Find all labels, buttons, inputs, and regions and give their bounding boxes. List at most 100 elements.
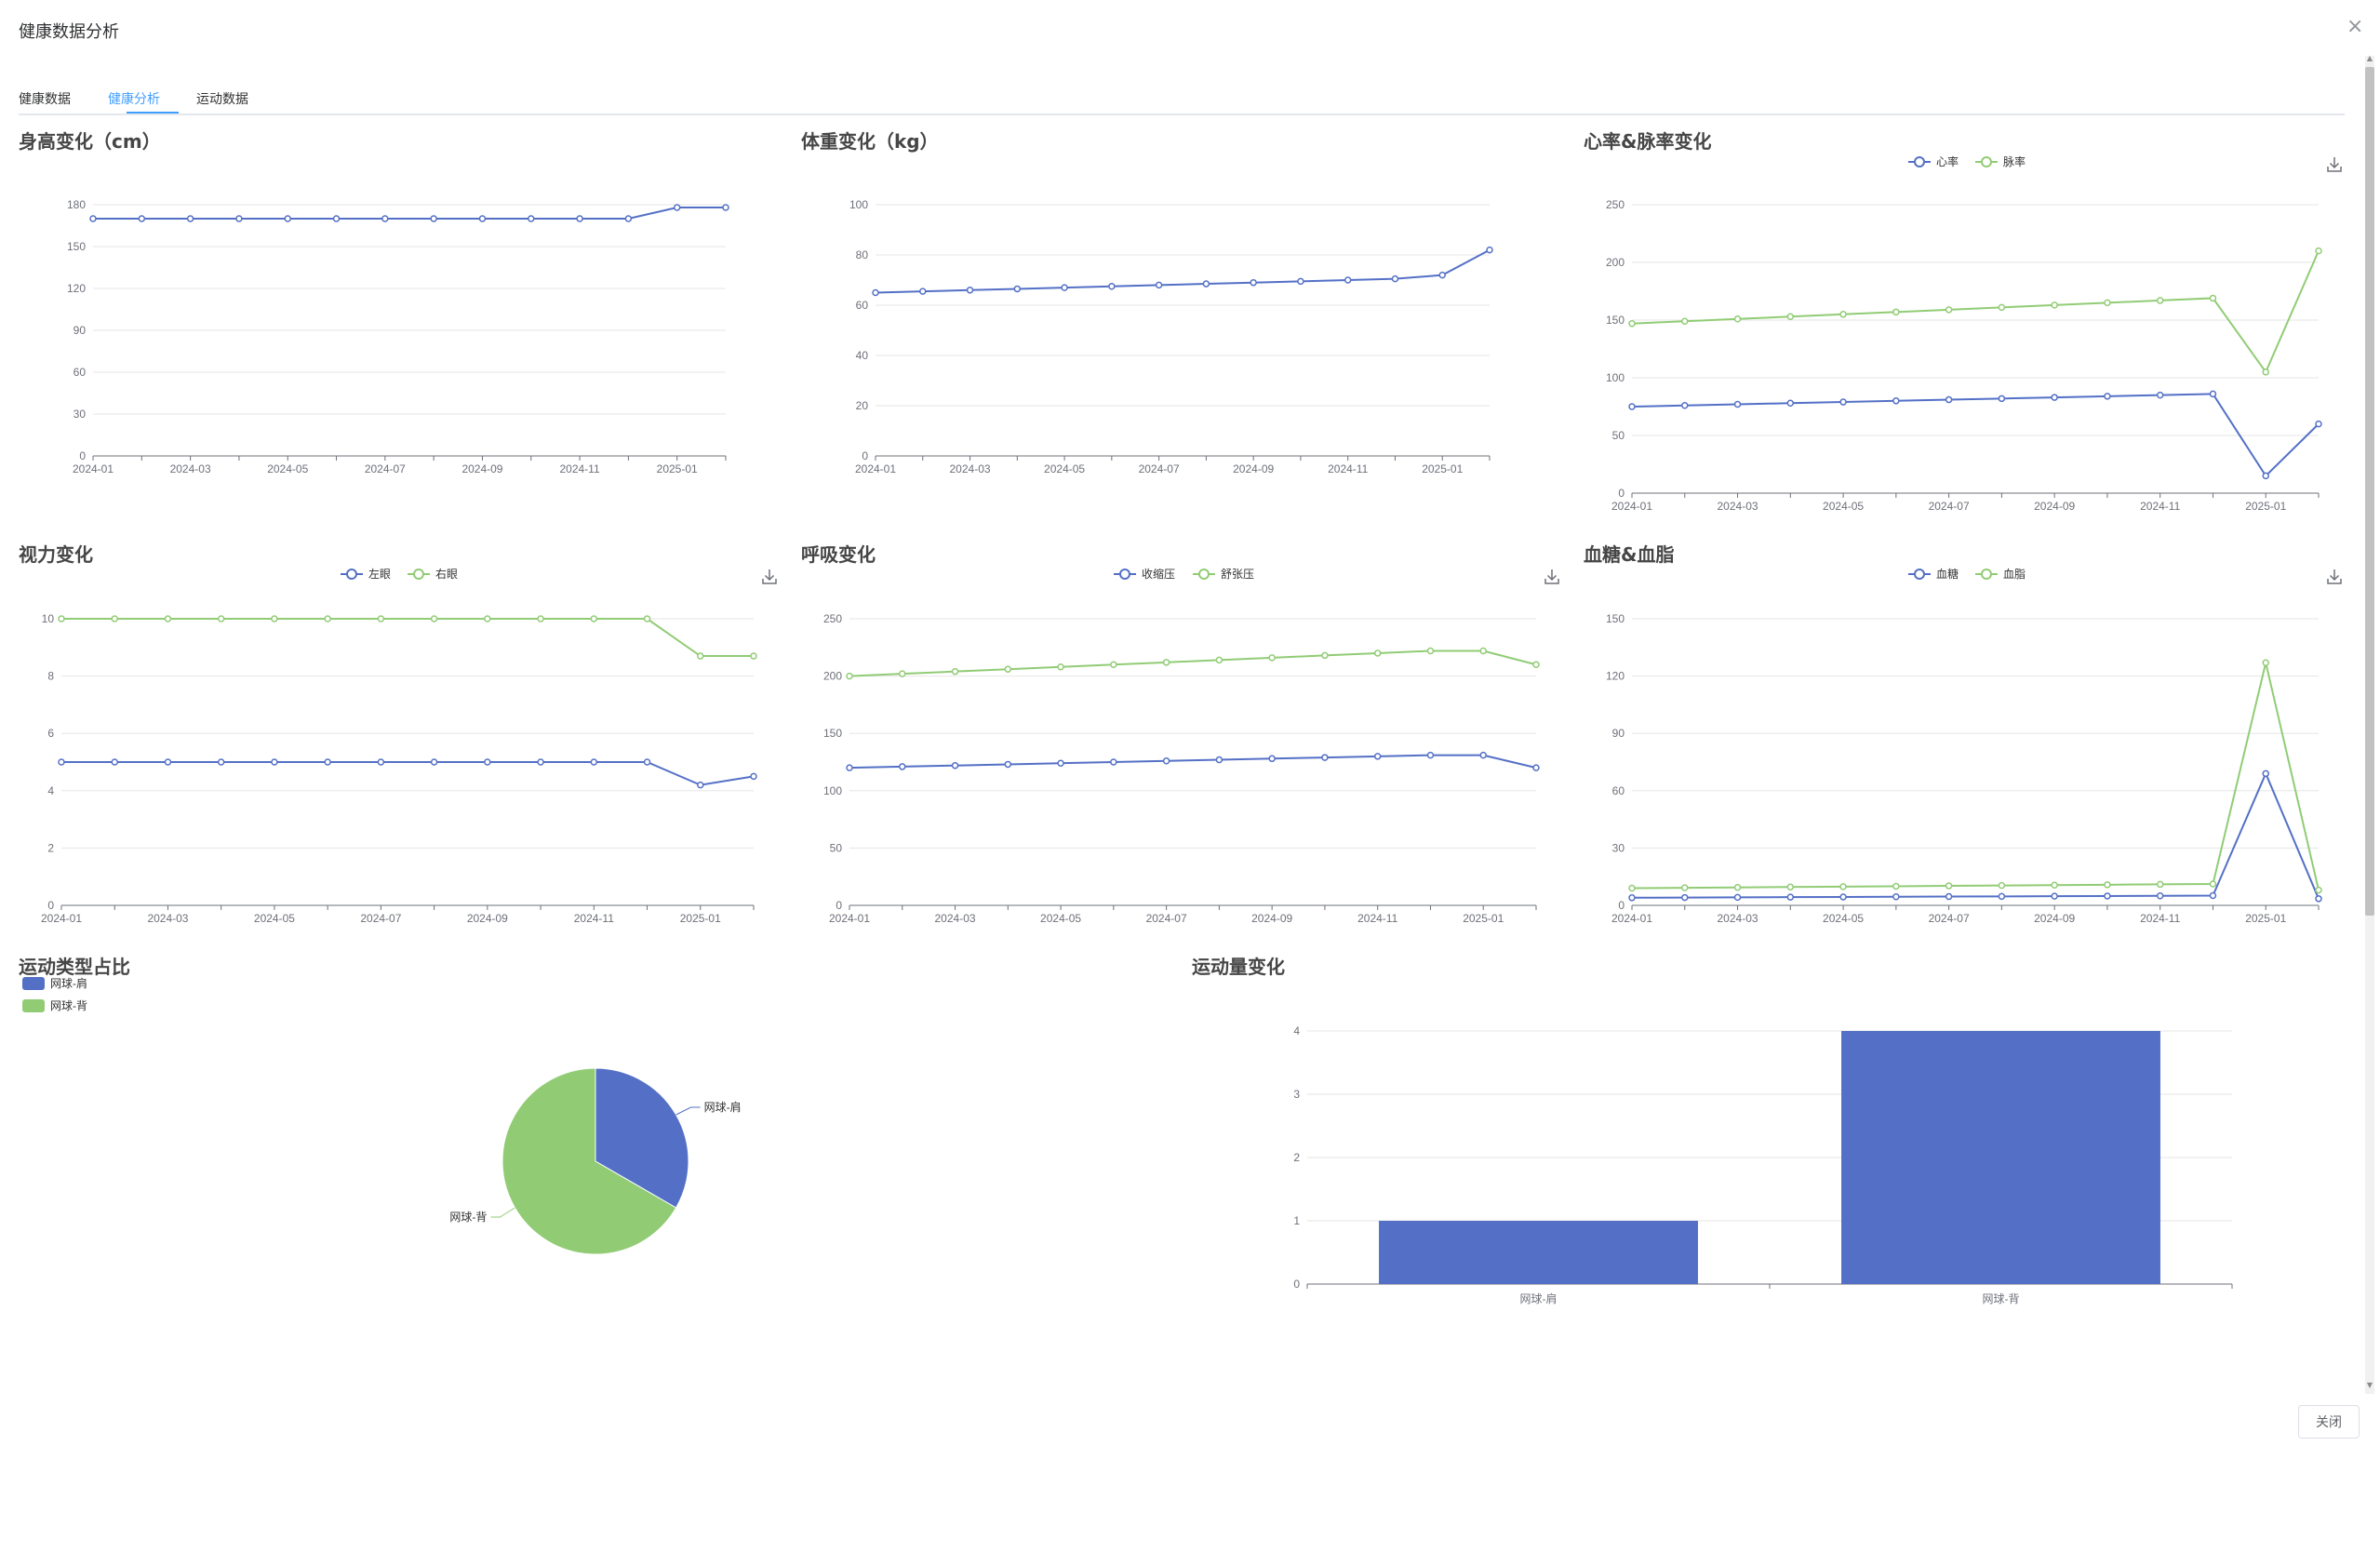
chart-title-sugar: 血糖&血脂 — [1584, 543, 1675, 566]
legend-label: 血脂 — [2003, 567, 2026, 581]
scroll-down-arrow[interactable]: ▼ — [2366, 1381, 2373, 1389]
data-point — [919, 288, 927, 295]
x-tick-label: 2024-09 — [1233, 462, 1274, 475]
data-point — [2104, 892, 2111, 900]
y-tick-label: 90 — [74, 324, 87, 337]
x-tick-label: 2024-03 — [1718, 912, 1758, 925]
tab-health-analysis[interactable]: 健康分析 — [108, 92, 160, 107]
legend-marker — [1119, 569, 1130, 580]
y-tick-label: 6 — [47, 727, 54, 740]
y-tick-label: 0 — [862, 449, 868, 462]
download-icon[interactable] — [759, 567, 780, 587]
y-tick-label: 100 — [1606, 371, 1625, 384]
data-point — [2051, 394, 2058, 401]
data-point — [1892, 882, 1900, 890]
x-tick-label: 2024-11 — [559, 462, 599, 475]
chart-title-sport-pie: 运动类型占比 — [19, 956, 130, 978]
data-point — [537, 758, 544, 766]
data-point — [951, 761, 959, 770]
x-tick-label: 2024-03 — [1718, 500, 1758, 513]
data-point — [484, 615, 491, 622]
data-point — [89, 215, 97, 222]
data-point — [643, 758, 651, 766]
legend-item: 血脂 — [1975, 567, 2026, 581]
legend-item: 血糖 — [1908, 567, 1959, 581]
pie-slice-label: 网球-肩 — [704, 1100, 742, 1114]
chart-title-vision: 视力变化 — [19, 543, 93, 566]
download-icon[interactable] — [2324, 154, 2345, 175]
close-icon[interactable]: × — [2347, 15, 2364, 38]
x-tick-label: 2024-05 — [1823, 500, 1864, 513]
data-point — [1945, 395, 1953, 404]
data-point — [164, 615, 172, 622]
data-point — [2104, 881, 2111, 889]
tab-health-data[interactable]: 健康数据 — [19, 92, 71, 107]
data-point — [1839, 883, 1847, 890]
series-line — [1631, 662, 2320, 890]
data-point — [1373, 753, 1382, 760]
y-tick-label: 120 — [67, 282, 86, 295]
data-point — [271, 615, 278, 622]
data-point — [1839, 311, 1847, 318]
legend-label: 左眼 — [368, 567, 391, 581]
y-tick-label: 60 — [856, 299, 869, 312]
data-point — [1391, 274, 1399, 283]
download-icon[interactable] — [2324, 567, 2345, 587]
data-point — [1268, 654, 1276, 662]
scroll-up-arrow[interactable]: ▲ — [2366, 54, 2373, 62]
data-point — [750, 652, 757, 660]
data-point — [284, 215, 291, 222]
data-point — [722, 204, 729, 211]
series-line — [849, 754, 1537, 770]
data-point — [2209, 294, 2217, 302]
data-point — [1998, 303, 2006, 312]
data-point — [430, 758, 438, 766]
data-point — [1681, 402, 1689, 409]
scrollbar-thumb[interactable] — [2365, 67, 2374, 916]
tab-sport-data[interactable]: 运动数据 — [196, 92, 248, 107]
data-point — [1998, 881, 2006, 890]
series-line — [61, 618, 754, 658]
data-point — [217, 758, 225, 766]
download-icon[interactable] — [1542, 567, 1562, 587]
data-point — [2315, 895, 2322, 903]
data-point — [1733, 883, 1742, 891]
y-tick-label: 250 — [823, 612, 842, 625]
data-point — [899, 763, 906, 770]
data-point — [846, 672, 853, 680]
data-point — [1628, 403, 1636, 410]
tab-active-indicator — [127, 112, 179, 114]
data-point — [2315, 420, 2322, 428]
data-point — [1321, 754, 1329, 761]
x-tick-label: 2025-01 — [1422, 462, 1463, 475]
data-point — [2315, 886, 2322, 894]
data-point — [58, 758, 65, 766]
y-tick-label: 150 — [823, 727, 842, 740]
data-point — [673, 204, 681, 211]
data-point — [2315, 247, 2322, 255]
y-tick-label: 100 — [823, 784, 842, 797]
sport-pie-chart: 网球-肩网球-背网球-肩网球-背 — [22, 976, 742, 1255]
x-tick-label: 2024-01 — [73, 462, 114, 475]
y-tick-label: 20 — [856, 399, 869, 412]
close-button[interactable]: 关闭 — [2298, 1405, 2360, 1439]
x-tick-label: 2024-03 — [170, 462, 211, 475]
legend-item: 右眼 — [408, 567, 458, 581]
data-point — [2156, 880, 2164, 889]
legend-item: 左眼 — [341, 567, 391, 581]
legend-item: 收缩压 — [1114, 567, 1175, 581]
y-tick-label: 0 — [836, 899, 842, 912]
data-point — [478, 215, 487, 222]
data-point — [576, 215, 583, 222]
data-point — [1426, 751, 1435, 759]
data-point — [1344, 276, 1352, 284]
legend-marker — [346, 569, 357, 580]
data-point — [1892, 308, 1900, 316]
data-point — [1057, 663, 1064, 671]
pie-label-line — [675, 1106, 701, 1116]
data-point — [377, 615, 385, 622]
data-point — [1110, 758, 1117, 766]
data-point — [2104, 393, 2111, 400]
x-tick-label: 2024-07 — [360, 912, 401, 925]
data-point — [1532, 764, 1540, 771]
